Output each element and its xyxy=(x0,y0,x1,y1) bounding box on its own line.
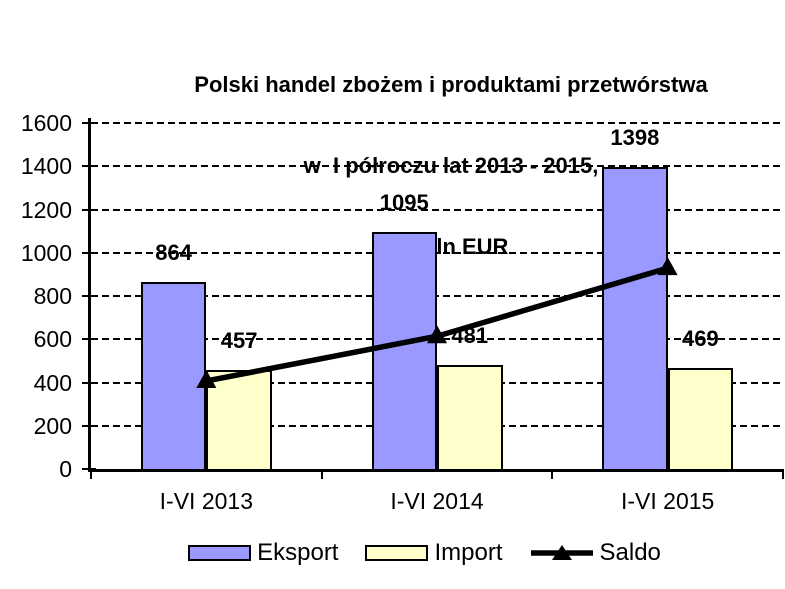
y-tick-label: 1000 xyxy=(20,239,72,266)
gridline xyxy=(91,122,783,124)
y-tick-mark xyxy=(82,208,96,211)
bar-value-label-import: 457 xyxy=(220,328,258,354)
gridline xyxy=(91,165,783,168)
y-tick-label: 400 xyxy=(33,369,72,396)
legend-item-saldo: Saldo xyxy=(530,540,661,566)
bar-import xyxy=(206,370,272,471)
y-tick-label: 800 xyxy=(33,283,72,309)
y-tick-mark xyxy=(82,251,96,254)
eksport-swatch-icon xyxy=(188,545,252,561)
bar-eksport xyxy=(140,282,207,471)
y-tick-mark xyxy=(82,295,96,297)
legend-item-import: Import xyxy=(365,539,503,566)
bar-import xyxy=(667,367,734,471)
bar-eksport xyxy=(602,166,668,471)
x-axis-label: I-VI 2015 xyxy=(620,488,715,514)
saldo-legend-marker-icon xyxy=(530,545,593,560)
legend-label-eksport: Eksport xyxy=(257,539,339,566)
y-tick-mark xyxy=(82,165,96,168)
x-tick-mark xyxy=(551,471,554,479)
y-tick-label: 200 xyxy=(33,412,72,439)
x-tick-mark xyxy=(90,471,92,479)
y-tick-label: 1400 xyxy=(20,153,72,180)
y-tick-mark xyxy=(82,338,96,341)
x-tick-mark xyxy=(782,471,784,479)
y-tick-mark xyxy=(82,424,96,427)
gridline xyxy=(91,251,783,254)
chart-title-line-1: Polski handel zbożem i produktami przetw… xyxy=(194,72,708,97)
y-tick-mark xyxy=(82,122,96,124)
y-tick-label: 600 xyxy=(33,326,72,353)
y-tick-label: 0 xyxy=(59,456,72,482)
y-tick-label: 1200 xyxy=(20,196,72,223)
bar-eksport xyxy=(371,232,437,471)
bar-value-label-import: 469 xyxy=(682,325,719,351)
y-tick-mark xyxy=(82,468,96,470)
bar-import xyxy=(437,364,503,471)
x-axis-label: I-VI 2013 xyxy=(159,488,253,514)
bar-value-label-eksport: 864 xyxy=(155,240,192,266)
bar-value-label-eksport: 1398 xyxy=(610,124,660,150)
legend-item-eksport: Eksport xyxy=(188,540,338,566)
y-tick-mark xyxy=(82,381,96,384)
y-tick-label: 1600 xyxy=(20,110,72,136)
bar-value-label-eksport: 1095 xyxy=(379,190,429,216)
bar-value-label-import: 481 xyxy=(451,322,489,348)
x-tick-mark xyxy=(320,471,323,479)
legend-label-import: Import xyxy=(434,539,503,566)
legend: Eksport Import Saldo xyxy=(64,540,785,566)
import-swatch-icon xyxy=(365,545,429,561)
x-axis-label: I-VI 2014 xyxy=(390,488,484,514)
gridline xyxy=(91,208,783,211)
legend-label-saldo: Saldo xyxy=(599,539,661,566)
